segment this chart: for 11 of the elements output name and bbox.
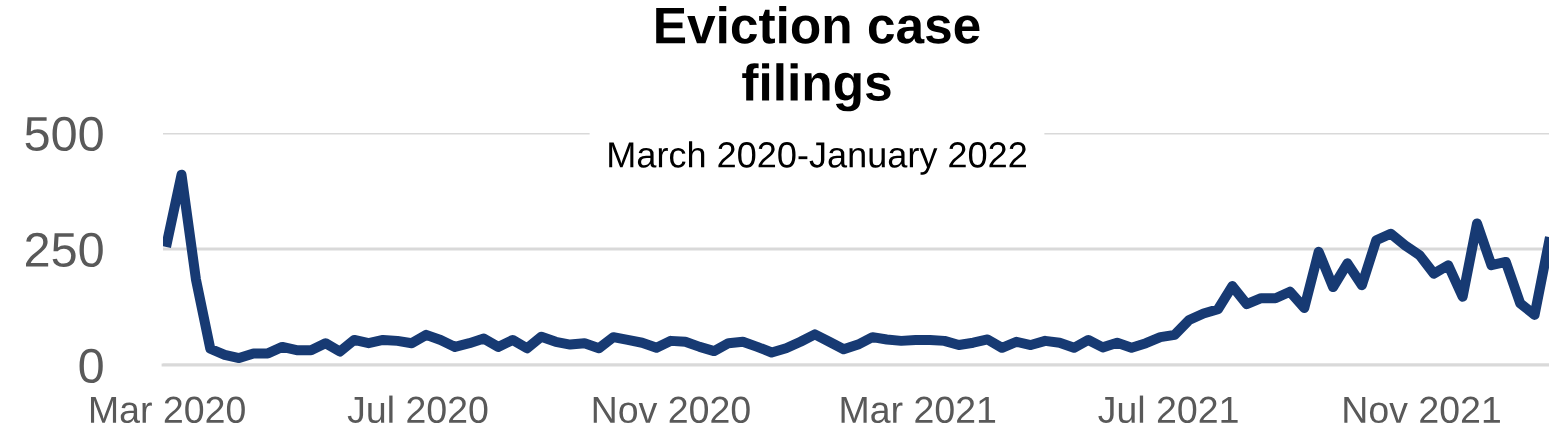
- y-tick-label: 250: [26, 232, 103, 268]
- x-tick-label: Jul 2021: [1098, 395, 1238, 424]
- y-tick-label: 0: [79, 348, 103, 384]
- y-tick-label: 500: [25, 116, 103, 152]
- x-tick-label: Mar 2021: [841, 396, 996, 424]
- x-tick-label: Nov 2021: [1344, 396, 1500, 424]
- x-tick-label: Nov 2020: [593, 396, 750, 424]
- x-tick-label: Mar 2020: [90, 396, 245, 424]
- chart-title: Eviction case filings: [656, 6, 980, 112]
- chart-subtitle: March 2020-January 2022: [609, 141, 1026, 175]
- x-tick-label: Jul 2020: [347, 395, 488, 424]
